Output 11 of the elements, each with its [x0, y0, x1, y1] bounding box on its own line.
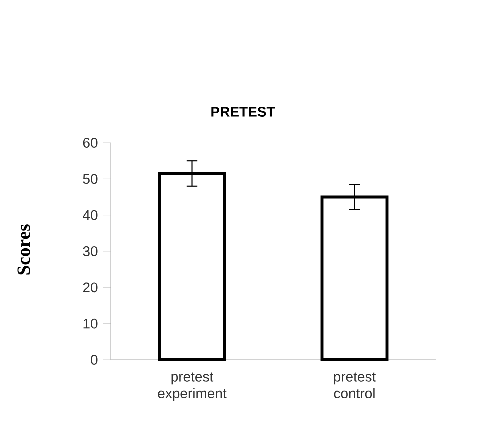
chart-title: PRETEST [212, 107, 276, 117]
y-tick-label: 20 [83, 282, 98, 293]
y-tick-label: 0 [91, 355, 98, 365]
y-tick-label: 10 [84, 318, 98, 329]
y-tick-label: 50 [83, 174, 98, 184]
x-tick-label: pretest experiment [158, 372, 227, 402]
y-axis-title: Scores [18, 224, 30, 275]
y-tick-label: 40 [83, 210, 98, 220]
y-tick-label: 60 [83, 138, 98, 148]
x-tick-label: pretest control [334, 372, 376, 399]
y-tick-label: 30 [83, 246, 98, 256]
